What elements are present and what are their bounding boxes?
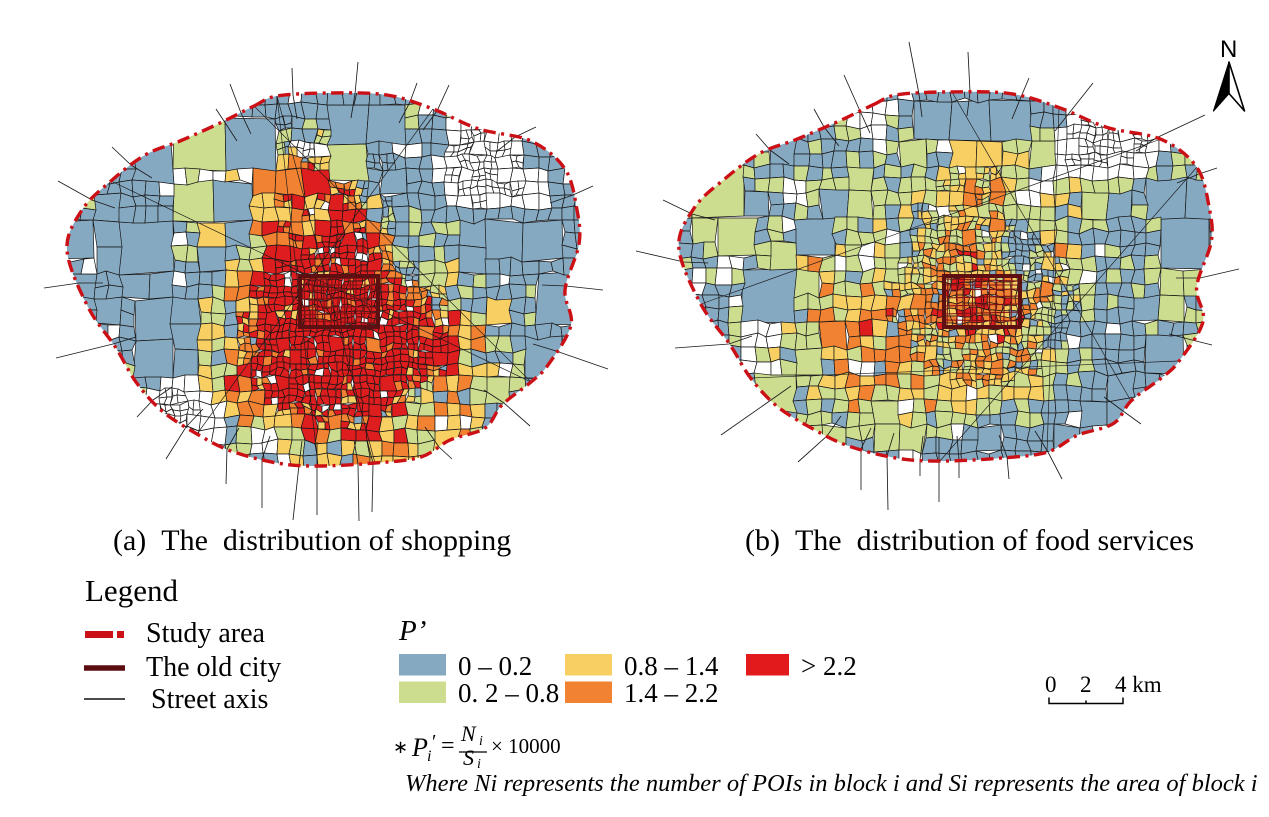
svg-text:i: i [427,748,431,765]
svg-text:(b) The distribution of food: (b) The distribution of food services [745,524,1194,557]
svg-text:Street axis: Street axis [151,684,268,715]
svg-text:2: 2 [1080,672,1092,697]
svg-text:× 10000: × 10000 [491,734,561,758]
svg-text:0: 0 [1045,672,1057,697]
svg-text:4 km: 4 km [1115,672,1162,697]
svg-text:Study area: Study area [146,618,266,649]
svg-text:0.8 – 1.4: 0.8 – 1.4 [624,651,719,681]
svg-text:∗: ∗ [393,737,408,757]
svg-text:i: i [477,757,481,772]
svg-text:> 2.2: > 2.2 [801,651,857,681]
svg-text:P: P [411,733,428,762]
svg-text:S: S [463,745,474,770]
svg-text:′: ′ [432,731,436,753]
svg-text:Where Ni represents the number: Where Ni represents the number of POIs i… [405,770,1258,797]
svg-text:N: N [460,721,477,746]
svg-text:i: i [479,734,483,749]
svg-text:0 – 0.2: 0 – 0.2 [458,651,532,681]
svg-text:1.4 – 2.2: 1.4 – 2.2 [624,678,719,708]
svg-text:(a) The distribution of shop: (a) The distribution of shopping [113,524,511,557]
svg-text:P’: P’ [398,615,426,647]
svg-text:Legend: Legend [85,573,178,608]
svg-text:0. 2 – 0.8: 0. 2 – 0.8 [458,678,559,708]
svg-text:The old city: The old city [146,652,281,683]
svg-text:N: N [1220,36,1237,63]
svg-text:=: = [441,733,455,759]
